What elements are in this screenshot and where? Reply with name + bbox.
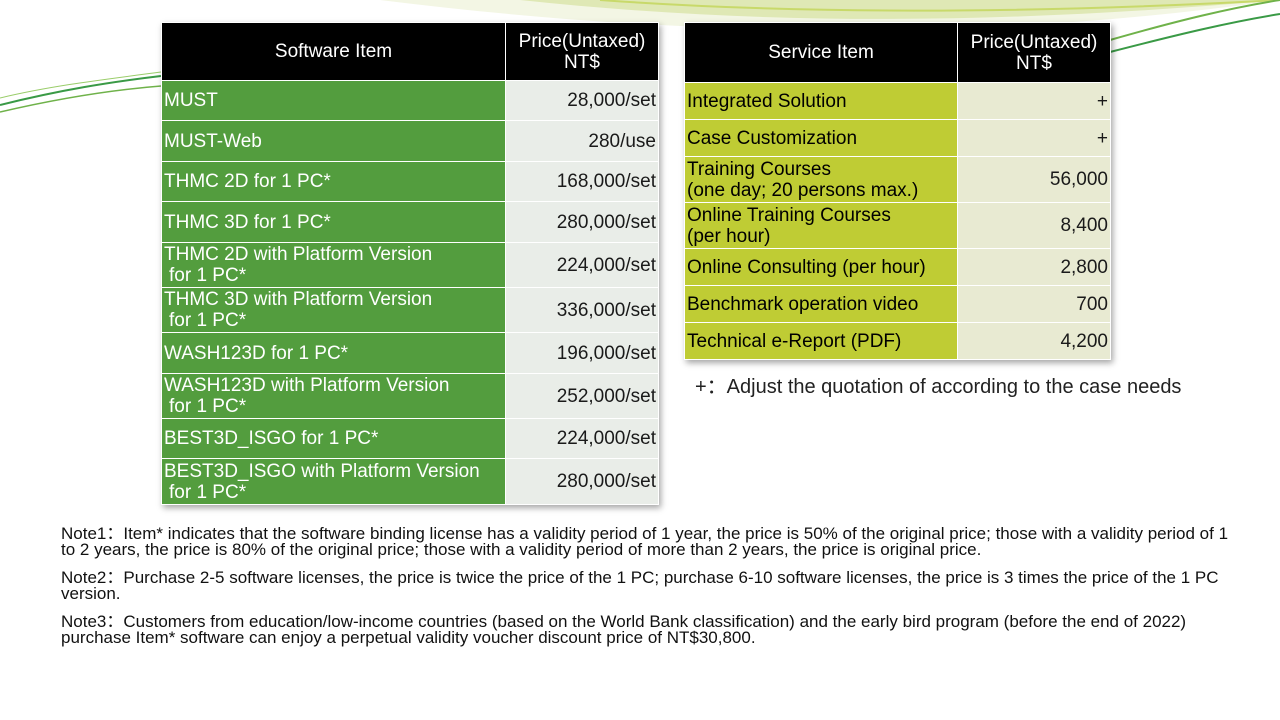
item-name-line2: (per hour) (687, 225, 771, 247)
software-item-name: THMC 2D with Platform Version for 1 PC* (161, 242, 506, 288)
software-item-name: WASH123D for 1 PC* (161, 332, 506, 374)
note-3: Note3：Customers from education/low-incom… (61, 612, 1187, 647)
service-price-table: Service Item Price(Untaxed) NT$ Integrate… (684, 22, 1111, 360)
software-item-price: 196,000/set (505, 332, 659, 374)
item-name-line1: THMC 2D for 1 PC* (164, 171, 331, 192)
table-row: Training Courses (one day; 20 persons max… (684, 156, 1111, 203)
software-item-header: Software Item (161, 22, 506, 81)
software-item-price: 224,000/set (505, 418, 659, 459)
table-row: THMC 2D with Platform Version for 1 PC* 2… (161, 242, 659, 288)
table-row: BEST3D_ISGO for 1 PC* 224,000/set (161, 418, 659, 459)
service-item-name: Online Consulting (per hour) (684, 248, 958, 286)
software-item-name: WASH123D with Platform Version for 1 PC* (161, 373, 506, 419)
price-header-line1: Price(Untaxed) (518, 30, 646, 52)
item-name-line2: (one day; 20 persons max.) (687, 179, 919, 201)
software-price-table: Software Item Price(Untaxed) NT$ MUST 28,… (161, 22, 659, 505)
software-item-price: 28,000/set (505, 80, 659, 121)
software-table-header-row: Software Item Price(Untaxed) NT$ (161, 22, 659, 81)
price-header-line2: NT$ (564, 51, 600, 73)
software-item-price: 280,000/set (505, 201, 659, 243)
item-name-line1: Case Customization (687, 127, 858, 149)
service-item-price: + (957, 82, 1111, 120)
item-name-line1: Online Training Courses (687, 204, 891, 226)
service-item-name: Training Courses (one day; 20 persons max… (684, 156, 958, 203)
software-item-price: 280,000/set (505, 458, 659, 505)
item-name-line1: THMC 3D with Platform Version (164, 289, 433, 310)
item-name-line1: Technical e-Report (PDF) (687, 330, 902, 352)
table-row: Benchmark operation video 700 (684, 285, 1111, 323)
table-row: THMC 3D with Platform Version for 1 PC* 3… (161, 287, 659, 333)
service-item-name: Online Training Courses (per hour) (684, 202, 958, 249)
software-item-name: THMC 3D for 1 PC* (161, 201, 506, 243)
note-1: Note1：Item* indicates that the software … (61, 524, 1229, 559)
table-row: MUST-Web 280/use (161, 120, 659, 162)
table-row: Online Consulting (per hour) 2,800 (684, 248, 1111, 286)
software-item-name: BEST3D_ISGO with Platform Version for 1 P… (161, 458, 506, 505)
price-header-line2: NT$ (1016, 52, 1052, 74)
software-price-header: Price(Untaxed) NT$ (505, 22, 659, 81)
software-item-price: 224,000/set (505, 242, 659, 288)
service-item-price: 56,000 (957, 156, 1111, 203)
item-name-line1: Training Courses (687, 158, 831, 180)
table-row: Case Customization + (684, 119, 1111, 157)
item-name-line1: THMC 2D with Platform Version (164, 244, 433, 265)
item-name-line2: for 1 PC* (169, 396, 247, 417)
notes-section: Note1：Item* indicates that the software … (61, 524, 1241, 658)
item-name-line1: MUST (164, 90, 218, 111)
service-item-name: Technical e-Report (PDF) (684, 322, 958, 360)
software-item-price: 336,000/set (505, 287, 659, 333)
service-item-price: 700 (957, 285, 1111, 323)
service-item-price: 2,800 (957, 248, 1111, 286)
table-row: WASH123D for 1 PC* 196,000/set (161, 332, 659, 374)
service-table-header-row: Service Item Price(Untaxed) NT$ (684, 22, 1111, 83)
service-item-name: Integrated Solution (684, 82, 958, 120)
item-name-line2: for 1 PC* (169, 310, 247, 331)
item-name-line1: BEST3D_ISGO for 1 PC* (164, 428, 379, 449)
table-row: Online Training Courses (per hour) 8,400 (684, 202, 1111, 249)
service-item-price: + (957, 119, 1111, 157)
item-name-line1: WASH123D for 1 PC* (164, 342, 349, 364)
software-item-name: MUST (161, 80, 506, 121)
item-name-line2: for 1 PC* (169, 265, 247, 286)
service-item-header: Service Item (684, 22, 958, 83)
price-header-line1: Price(Untaxed) (970, 31, 1098, 53)
service-item-price: 8,400 (957, 202, 1111, 249)
table-row: BEST3D_ISGO with Platform Version for 1 P… (161, 458, 659, 505)
software-item-price: 252,000/set (505, 373, 659, 419)
software-item-name: BEST3D_ISGO for 1 PC* (161, 418, 506, 459)
item-name-line1: Online Consulting (per hour) (687, 256, 926, 278)
table-row: WASH123D with Platform Version for 1 PC* … (161, 373, 659, 419)
software-item-name: THMC 3D with Platform Version for 1 PC* (161, 287, 506, 333)
service-item-name: Benchmark operation video (684, 285, 958, 323)
software-item-name: MUST-Web (161, 120, 506, 162)
service-footnote: +：Adjust the quotation of according to t… (695, 376, 1182, 398)
item-name-line1: MUST-Web (164, 130, 262, 152)
service-item-price: 4,200 (957, 322, 1111, 360)
table-row: THMC 3D for 1 PC* 280,000/set (161, 201, 659, 243)
table-row: Integrated Solution + (684, 82, 1111, 120)
item-name-line1: Benchmark operation video (687, 293, 919, 315)
table-row: THMC 2D for 1 PC* 168,000/set (161, 161, 659, 202)
table-row: Technical e-Report (PDF) 4,200 (684, 322, 1111, 360)
note-2: Note2：Purchase 2-5 software licenses, th… (61, 568, 1219, 603)
table-row: MUST 28,000/set (161, 80, 659, 121)
item-name-line1: Integrated Solution (687, 90, 847, 112)
software-item-price: 280/use (505, 120, 659, 162)
item-name-line2: for 1 PC* (169, 481, 247, 503)
item-name-line1: WASH123D with Platform Version (164, 375, 450, 396)
software-item-price: 168,000/set (505, 161, 659, 202)
item-name-line1: THMC 3D for 1 PC* (164, 211, 331, 233)
software-item-name: THMC 2D for 1 PC* (161, 161, 506, 202)
service-item-name: Case Customization (684, 119, 958, 157)
item-name-line1: BEST3D_ISGO with Platform Version (164, 460, 480, 482)
service-price-header: Price(Untaxed) NT$ (957, 22, 1111, 83)
